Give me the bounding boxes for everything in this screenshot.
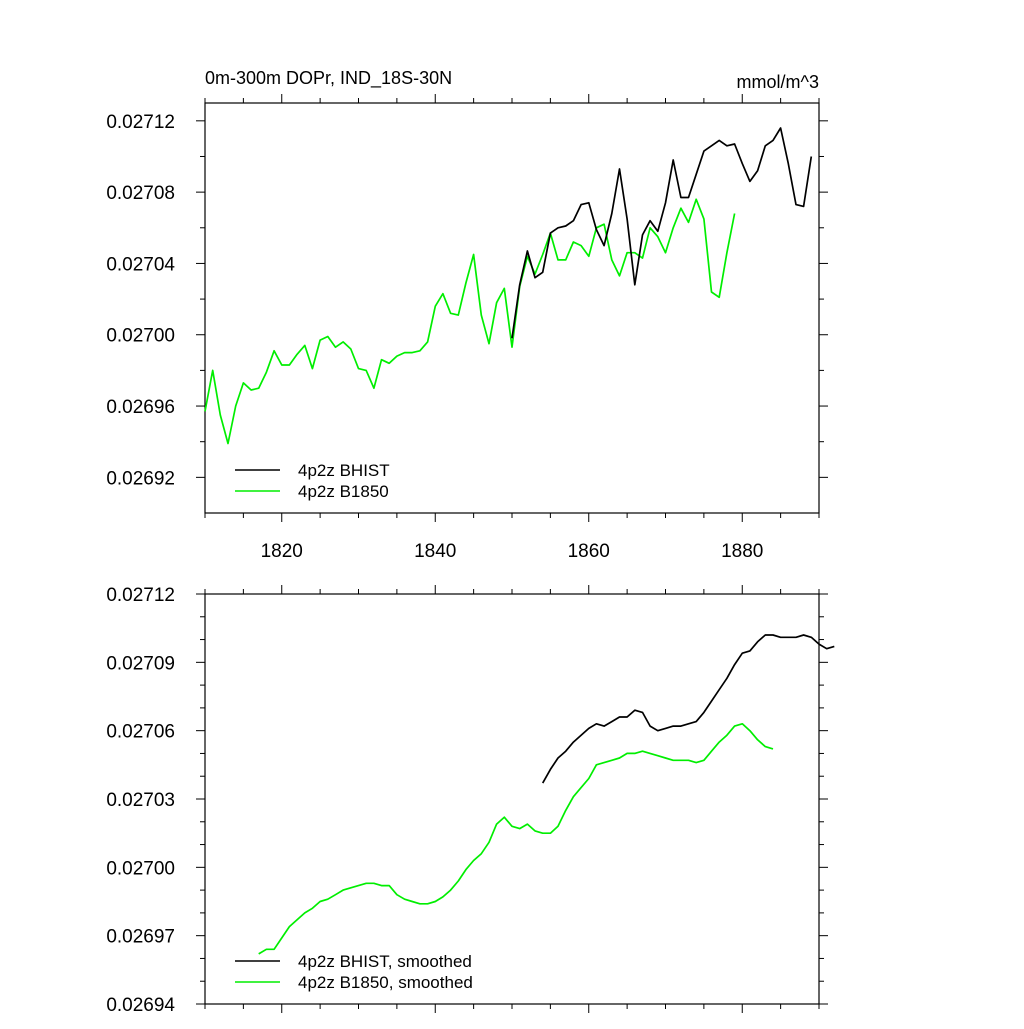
top-ytick-label: 0.02696 <box>106 397 175 418</box>
bottom-ytick-label: 0.02703 <box>106 790 175 811</box>
bottom-ytick-label: 0.02697 <box>106 927 175 948</box>
bottom-ytick-label: 0.02700 <box>106 858 175 879</box>
top-ticks <box>196 94 828 522</box>
top-ytick-label: 0.02700 <box>106 326 175 347</box>
bottom-plot-frame <box>204 593 820 1005</box>
bottom-y-tick-labels: 0.02694 0.02697 0.02700 0.02703 0.02706 0.027… <box>106 585 175 1016</box>
top-legend-label-bhist: 4p2z BHIST <box>298 461 390 480</box>
top-legend-label-b1850: 4p2z B1850 <box>298 482 389 501</box>
bottom-series-line-b1850 <box>258 722 774 955</box>
top-xtick-label: 1820 <box>261 541 303 562</box>
bottom-legend-label-bhist: 4p2z BHIST, smoothed <box>298 952 472 971</box>
bottom-ytick-label: 0.02712 <box>106 585 175 606</box>
bottom-panel: 0.02694 0.02697 0.02700 0.02703 0.02706 0.027… <box>106 585 835 1016</box>
top-x-tick-labels: 1820 1840 1860 1880 <box>261 541 764 562</box>
bottom-legend-label-b1850: 4p2z B1850, smoothed <box>298 973 473 992</box>
top-ytick-label: 0.02708 <box>106 183 175 204</box>
bottom-ticks <box>196 585 828 1013</box>
top-xtick-label: 1860 <box>568 541 610 562</box>
bottom-legend: 4p2z BHIST, smoothed 4p2z B1850, smoothe… <box>235 952 473 992</box>
top-ytick-label: 0.02712 <box>106 112 175 133</box>
top-ytick-label: 0.02704 <box>106 254 175 275</box>
bottom-ytick-label: 0.02709 <box>106 653 175 674</box>
top-xtick-label: 1880 <box>721 541 763 562</box>
top-series-line-b1850 <box>204 198 736 445</box>
top-series-line-bhist <box>511 127 813 339</box>
bottom-ytick-label: 0.02706 <box>106 722 175 743</box>
top-chart-units: mmol/m^3 <box>737 72 819 92</box>
top-chart-title: 0m-300m DOPr, IND_18S-30N <box>205 68 452 89</box>
top-series-lines <box>204 127 813 445</box>
top-plot-frame <box>204 102 820 514</box>
top-xtick-label: 1840 <box>414 541 456 562</box>
top-y-tick-labels: 0.02692 0.02696 0.02700 0.02704 0.02708 0.027… <box>106 112 175 490</box>
bottom-series-lines <box>258 634 835 955</box>
top-panel: 0m-300m DOPr, IND_18S-30N mmol/m^3 0.026… <box>106 68 828 562</box>
bottom-ytick-label: 0.02694 <box>106 995 175 1016</box>
top-ytick-label: 0.02692 <box>106 468 175 489</box>
bottom-series-line-bhist <box>541 634 835 784</box>
top-legend: 4p2z BHIST 4p2z B1850 <box>235 461 390 501</box>
